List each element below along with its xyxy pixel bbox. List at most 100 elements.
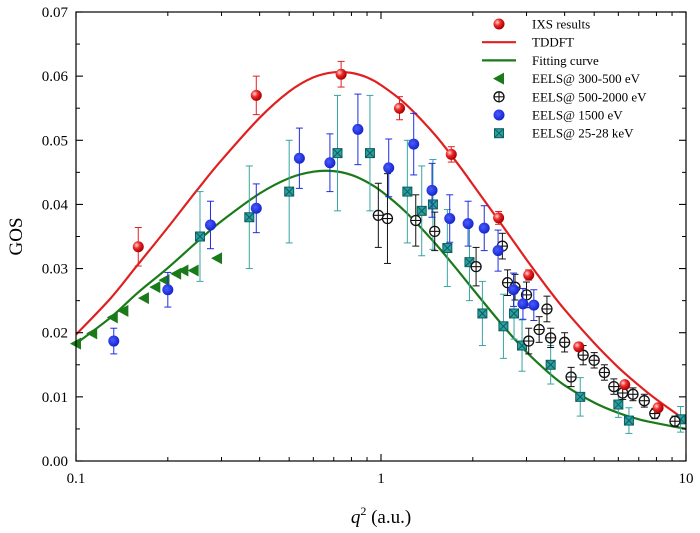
marker-circle — [478, 222, 490, 234]
marker-triangle — [158, 274, 170, 287]
data-point — [284, 186, 295, 197]
marker-sphere — [523, 269, 535, 281]
legend-entry: EELS@ 300-500 eV — [493, 71, 641, 86]
data-point — [410, 214, 422, 227]
marker-triangle — [86, 327, 98, 340]
legend-entry: EELS@ 500-2000 eV — [493, 89, 647, 104]
y-tick-label: 0.02 — [42, 326, 68, 342]
series-eels-25-28-kev — [194, 94, 686, 434]
data-point — [204, 219, 216, 231]
legend: IXS results TDDFT Fitting curve EELS@ 300-5… — [482, 17, 647, 141]
data-point — [623, 415, 634, 426]
data-point — [464, 257, 475, 268]
marker-circle — [508, 284, 520, 296]
marker-triangle — [106, 311, 118, 324]
data-point — [669, 415, 681, 427]
data-point — [162, 284, 174, 296]
data-point — [158, 274, 170, 287]
data-point — [117, 304, 129, 317]
data-point — [558, 336, 571, 348]
data-point — [477, 308, 488, 319]
data-point — [545, 332, 557, 344]
y-tick-label: 0.06 — [42, 69, 69, 85]
marker-circle — [408, 138, 420, 150]
curve-tddft — [76, 70, 686, 422]
data-point — [528, 299, 540, 311]
marker-sphere — [394, 102, 406, 114]
marker-circle — [293, 152, 305, 164]
legend-marker — [493, 109, 505, 121]
marker-circle — [493, 109, 505, 121]
legend-label: IXS results — [532, 17, 590, 32]
marker-circle — [492, 245, 504, 257]
marker-x-b — [416, 205, 427, 216]
data-point — [332, 148, 343, 159]
series-eels-1500-ev — [108, 93, 540, 355]
data-point — [444, 213, 456, 225]
data-point — [383, 162, 395, 174]
legend-marker — [493, 91, 505, 103]
marker-circle — [517, 298, 529, 310]
y-tick-label: 0.05 — [42, 133, 68, 149]
marker-sphere — [619, 379, 631, 391]
legend-entry: TDDFT — [482, 35, 574, 50]
series-ixs-results — [132, 60, 664, 414]
data-point — [517, 298, 529, 310]
data-point — [462, 218, 474, 230]
marker-x-b — [244, 212, 255, 223]
legend-entry: Fitting curve — [482, 53, 599, 68]
x-tick-label: 0.1 — [67, 471, 86, 487]
axes-layer: 0.00 0.01 0.02 0.03 0.04 0.05 0.06 0.07 0.1 1 10 — [42, 5, 694, 487]
series-eels-500-2000-ev — [372, 173, 681, 427]
data-point — [577, 349, 589, 361]
marker-sphere — [335, 68, 347, 80]
marker-x-b — [498, 321, 509, 332]
marker-x-b — [195, 231, 205, 242]
data-point — [244, 212, 255, 223]
marker-circle — [444, 213, 456, 225]
marker-circle — [204, 219, 216, 231]
series-eels-300-500-ev — [70, 252, 223, 350]
data-point — [588, 354, 600, 366]
data-point — [250, 89, 262, 101]
data-point — [394, 102, 406, 114]
data-point — [565, 371, 577, 383]
data-point — [416, 205, 427, 216]
marker-x-b — [613, 399, 624, 410]
data-point — [608, 380, 620, 393]
marker-x-b — [477, 308, 488, 319]
data-point — [442, 243, 453, 254]
marker-circle — [108, 335, 120, 347]
marker-layer — [70, 93, 686, 434]
data-point — [352, 123, 364, 135]
marker-sphere — [493, 212, 505, 224]
y-axis-title: GOS — [6, 217, 27, 255]
legend-marker — [493, 72, 504, 85]
marker-triangle — [493, 72, 504, 85]
legend-label: Fitting curve — [532, 53, 599, 68]
data-point — [108, 335, 120, 347]
legend-label: EELS@ 500-2000 eV — [532, 89, 647, 104]
marker-circle — [324, 157, 336, 169]
data-point — [613, 399, 624, 410]
data-point — [523, 335, 535, 347]
marker-circle — [528, 299, 540, 311]
data-point — [324, 157, 336, 169]
marker-circle — [426, 184, 438, 196]
marker-triangle — [177, 264, 189, 277]
data-point — [402, 186, 413, 197]
marker-x-b — [365, 148, 375, 158]
y-tick-label: 0.00 — [42, 454, 68, 470]
marker-triangle — [137, 292, 149, 305]
data-point — [509, 308, 520, 319]
x-axis-title-exponent: 2 — [360, 504, 366, 518]
marker-x-b — [284, 186, 295, 197]
marker-triangle — [117, 304, 129, 317]
marker-sphere — [445, 148, 457, 160]
data-point — [478, 222, 490, 234]
legend-marker — [493, 18, 505, 30]
data-point — [541, 303, 553, 315]
marker-x-b — [545, 359, 556, 370]
data-point — [598, 366, 611, 379]
y-tick-label: 0.01 — [42, 390, 68, 406]
